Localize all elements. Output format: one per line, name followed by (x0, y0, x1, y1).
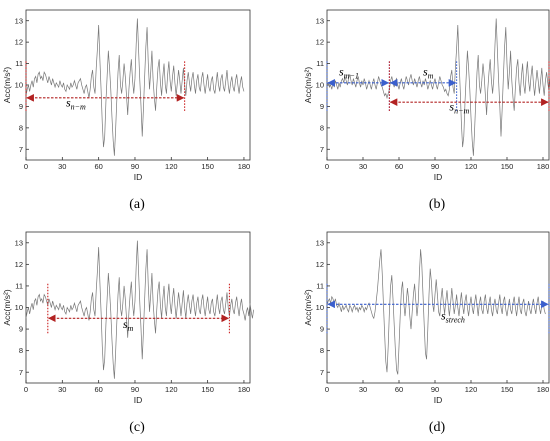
x-tick-label: 180 (238, 162, 251, 171)
panel-3: 7 8 9 10 11 12 13 0 30 60 90 120 150 180 ID Acc(m/s²) sm… (2, 231, 254, 435)
y-tick-label: 7 (19, 368, 23, 377)
x-tick-label: 90 (431, 162, 439, 171)
panel-caption: (d) (429, 420, 446, 435)
y-tick-label: 9 (19, 325, 23, 334)
y-tick-label: 12 (316, 38, 324, 47)
x-tick-label: 180 (238, 385, 251, 394)
acc-signal-line (25, 240, 254, 379)
x-axis-label: ID (134, 395, 143, 405)
x-tick-label: 60 (395, 385, 403, 394)
y-tick-label: 10 (316, 303, 324, 312)
y-tick-label: 12 (316, 260, 324, 269)
x-axis-label: ID (134, 172, 143, 182)
y-tick-label: 7 (320, 145, 324, 154)
segment-label: sm−1 (339, 64, 359, 80)
y-tick-label: 8 (19, 123, 23, 132)
x-tick-label: 90 (131, 385, 139, 394)
x-tick-label: 120 (465, 162, 478, 171)
x-tick-label: 150 (201, 162, 214, 171)
y-tick-label: 11 (316, 282, 324, 291)
panel-caption: (a) (129, 197, 145, 212)
y-tick-label: 12 (15, 260, 23, 269)
y-tick-label: 10 (316, 81, 324, 90)
y-tick-label: 13 (15, 238, 23, 247)
y-axis-label: Acc(m/s²) (2, 289, 12, 326)
x-tick-label: 120 (165, 162, 178, 171)
x-tick-label: 180 (537, 385, 550, 394)
x-tick-label: 150 (201, 385, 214, 394)
y-tick-label: 10 (15, 81, 23, 90)
segment-label-subscript: m (428, 71, 434, 80)
x-tick-label: 30 (58, 162, 66, 171)
x-tick-label: 150 (501, 385, 514, 394)
y-tick-label: 13 (316, 238, 324, 247)
y-tick-label: 13 (316, 16, 324, 25)
x-tick-label: 0 (325, 385, 329, 394)
panel-caption: (b) (429, 197, 446, 212)
y-tick-label: 7 (19, 145, 23, 154)
y-tick-label: 11 (15, 282, 23, 291)
segment-label-subscript: n−m (454, 107, 469, 116)
y-tick-label: 9 (19, 102, 23, 111)
acc-signal-line (25, 18, 245, 156)
segment-label-subscript: m−1 (344, 71, 359, 80)
x-tick-label: 90 (131, 162, 139, 171)
x-tick-label: 120 (465, 385, 478, 394)
y-tick-label: 8 (320, 123, 324, 132)
x-tick-label: 180 (537, 162, 550, 171)
segment-label: sm (423, 64, 434, 80)
y-axis-label: Acc(m/s²) (303, 67, 313, 104)
x-tick-label: 0 (24, 385, 28, 394)
y-tick-label: 9 (320, 325, 324, 334)
panel-2: 7 8 9 10 11 12 13 0 30 60 90 120 150 180 ID Acc(m/s²) sm… (303, 9, 550, 212)
x-tick-label: 30 (359, 385, 367, 394)
x-tick-label: 60 (94, 162, 102, 171)
acc-signal-line (326, 18, 550, 156)
y-tick-label: 7 (320, 368, 324, 377)
acc-signal-line (326, 249, 546, 375)
y-axis-label: Acc(m/s²) (2, 67, 12, 104)
y-axis-label: Acc(m/s²) (303, 289, 313, 326)
x-tick-label: 0 (325, 162, 329, 171)
x-tick-label: 0 (24, 162, 28, 171)
x-tick-label: 120 (165, 385, 178, 394)
y-tick-label: 11 (316, 59, 324, 68)
y-tick-label: 10 (15, 303, 23, 312)
x-tick-label: 30 (58, 385, 66, 394)
x-axis-label: ID (434, 395, 443, 405)
y-tick-label: 11 (15, 59, 23, 68)
y-tick-label: 13 (15, 16, 23, 25)
y-tick-label: 8 (19, 346, 23, 355)
y-tick-label: 9 (320, 102, 324, 111)
x-tick-label: 90 (431, 385, 439, 394)
y-tick-label: 8 (320, 346, 324, 355)
x-tick-label: 150 (501, 162, 514, 171)
x-tick-label: 60 (94, 385, 102, 394)
panel-caption: (c) (129, 420, 145, 435)
segment-label-subscript: m (128, 324, 134, 333)
segment-label: sstrech (441, 308, 465, 324)
y-tick-label: 12 (15, 38, 23, 47)
segment-label: sm (123, 317, 134, 333)
x-axis-label: ID (434, 172, 443, 182)
segment-label-subscript: strech (446, 315, 465, 324)
panel-4: 7 8 9 10 11 12 13 0 30 60 90 120 150 180 ID Acc(m/s²) ss… (303, 231, 550, 435)
x-tick-label: 60 (395, 162, 403, 171)
segment-label-subscript: n−m (71, 102, 86, 111)
x-tick-label: 30 (359, 162, 367, 171)
